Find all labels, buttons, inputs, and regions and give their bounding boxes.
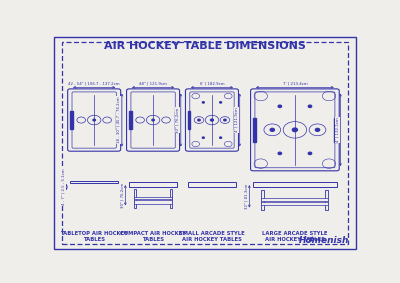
Text: 6' | 182.9cm: 6' | 182.9cm — [200, 82, 224, 85]
Circle shape — [220, 102, 222, 103]
Text: SMALL ARCADE STYLE
AIR HOCKEY TABLES: SMALL ARCADE STYLE AIR HOCKEY TABLES — [179, 231, 245, 242]
Text: 7' | 213.4cm: 7' | 213.4cm — [282, 82, 307, 85]
Text: 4' | 132.1cm: 4' | 132.1cm — [335, 117, 339, 142]
Text: 18 - 30" | 45.7 - 76.2cm: 18 - 30" | 45.7 - 76.2cm — [117, 97, 121, 143]
Circle shape — [202, 137, 204, 138]
Bar — [325, 190, 328, 211]
Bar — [188, 111, 190, 129]
Bar — [70, 111, 73, 129]
Circle shape — [278, 152, 282, 155]
FancyBboxPatch shape — [255, 92, 335, 168]
Circle shape — [278, 105, 282, 108]
Text: 32" | 81.3cm: 32" | 81.3cm — [244, 184, 248, 209]
Text: Homenish: Homenish — [299, 236, 349, 245]
FancyBboxPatch shape — [68, 89, 121, 151]
Bar — [170, 189, 172, 208]
FancyBboxPatch shape — [186, 89, 238, 151]
Bar — [262, 202, 328, 205]
FancyBboxPatch shape — [190, 92, 234, 148]
Text: 4' | 121.9cm: 4' | 121.9cm — [234, 108, 238, 132]
Bar — [234, 111, 236, 129]
Text: AIR HOCKEY TABLE DIMENSIONS: AIR HOCKEY TABLE DIMENSIONS — [104, 41, 306, 51]
Text: 30" | 76.2cm: 30" | 76.2cm — [176, 108, 180, 133]
Text: LARGE ARCADE STYLE
AIR HOCKEY TABLES: LARGE ARCADE STYLE AIR HOCKEY TABLES — [262, 231, 328, 242]
Circle shape — [93, 119, 95, 121]
Circle shape — [308, 105, 312, 108]
Circle shape — [198, 119, 200, 121]
Circle shape — [308, 152, 312, 155]
Text: 48" | 121.9cm: 48" | 121.9cm — [139, 82, 167, 85]
Circle shape — [220, 137, 222, 138]
Bar — [134, 200, 172, 203]
Circle shape — [224, 119, 226, 121]
Circle shape — [202, 102, 204, 103]
Circle shape — [152, 119, 154, 121]
Bar — [253, 118, 256, 142]
Bar — [175, 111, 177, 129]
Bar — [129, 182, 177, 187]
FancyBboxPatch shape — [72, 92, 116, 148]
Circle shape — [316, 128, 320, 131]
Bar — [134, 196, 172, 199]
Bar — [262, 190, 264, 211]
FancyBboxPatch shape — [250, 89, 339, 171]
Bar — [253, 182, 337, 187]
Text: TABLETOP AIR HOCKEY
TABLES: TABLETOP AIR HOCKEY TABLES — [60, 231, 128, 242]
Bar — [262, 198, 328, 201]
Text: ✗: ✗ — [307, 236, 314, 245]
Text: 4 - 7" | 2.5 - 5.1cm: 4 - 7" | 2.5 - 5.1cm — [61, 169, 65, 205]
Text: COMPACT AIR HOCKEY
TABLES: COMPACT AIR HOCKEY TABLES — [120, 231, 186, 242]
Circle shape — [210, 119, 214, 121]
Circle shape — [270, 128, 274, 131]
Bar — [334, 118, 337, 142]
Text: 30" | 76.2cm: 30" | 76.2cm — [120, 183, 124, 208]
Bar — [188, 182, 236, 187]
FancyBboxPatch shape — [131, 92, 175, 148]
FancyBboxPatch shape — [126, 89, 180, 151]
Bar — [70, 181, 118, 183]
Bar — [134, 189, 136, 208]
Text: 42 - 54" | 106.7 - 137.2cm: 42 - 54" | 106.7 - 137.2cm — [68, 82, 120, 85]
Bar — [129, 111, 132, 129]
Circle shape — [292, 128, 298, 132]
Bar — [116, 111, 118, 129]
